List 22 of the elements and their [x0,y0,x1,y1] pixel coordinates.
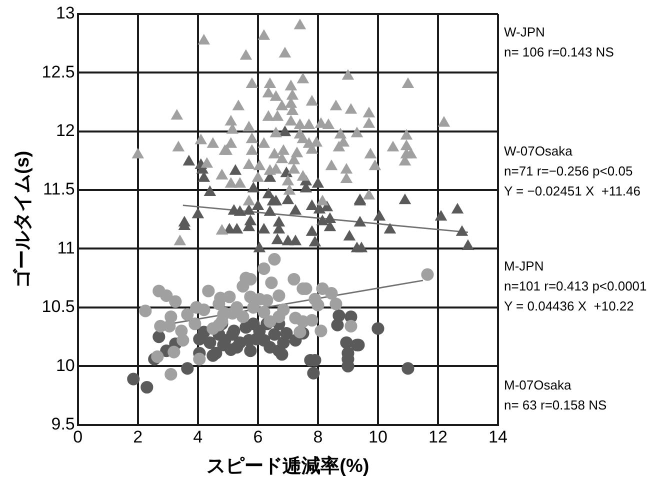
text: M-JPN n=101 r=0.413 p<0.0001 Y = 0.04436 X +10.22 [504,258,647,314]
text: M-07Osaka n= 63 r=0.158 NS [504,378,607,413]
y-tick-label: 10 [56,356,75,375]
text: W-07Osaka n=71 r=−0.256 p<0.05 Y = −0.02451 X +11.46 [504,144,640,199]
y-tick-label: 13 [56,4,75,23]
x-axis-title: スピード逓減率(%) [206,454,370,477]
x-tick-label: 2 [133,428,143,447]
x-tick-label: 8 [313,428,323,447]
text: W-JPN n= 106 r=0.143 NS [504,24,614,60]
y-tick-label: 9.5 [51,414,75,434]
y-axis-title: ゴールタイム(s) [12,150,34,288]
y-tick-label: 10.5 [42,297,75,316]
x-tick-label: 0 [73,428,83,447]
x-tick-label: 12 [428,428,448,447]
y-tick-label: 11.5 [43,180,75,199]
x-tick-label: 6 [253,428,263,447]
y-tick-label: 11 [57,238,75,258]
x-tick-label: 14 [488,428,508,447]
y-tick-label: 12 [56,121,75,140]
x-tick-label: 4 [193,428,203,447]
x-tick-label: 10 [368,428,388,447]
y-tick-label: 12.5 [42,62,75,82]
